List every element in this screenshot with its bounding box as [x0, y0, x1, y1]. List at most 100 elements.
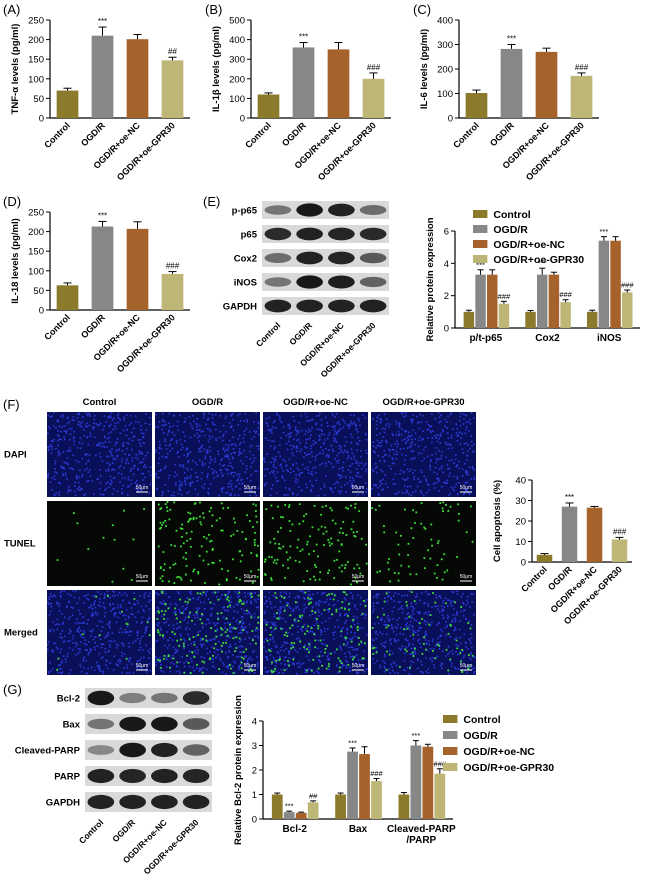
nucleus-dot — [333, 593, 336, 596]
nucleus-dot — [424, 446, 427, 448]
tunel-dot — [460, 669, 463, 672]
nucleus-dot — [285, 434, 288, 437]
nucleus-dot — [412, 450, 415, 452]
nucleus-dot — [444, 418, 446, 421]
nucleus-dot — [453, 638, 456, 641]
nucleus-dot — [75, 459, 78, 462]
nucleus-dot — [225, 492, 227, 494]
nucleus-dot — [215, 439, 218, 441]
tunel-dot — [407, 565, 410, 568]
nucleus-dot — [59, 452, 61, 455]
nucleus-dot — [395, 634, 398, 636]
tunel-dot — [306, 570, 309, 572]
nucleus-dot — [168, 474, 171, 477]
nucleus-dot — [288, 423, 290, 426]
nucleus-dot — [231, 425, 233, 427]
tunel-dot — [192, 518, 195, 521]
tunel-dot — [185, 532, 188, 535]
nucleus-dot — [132, 435, 134, 438]
nucleus-dot — [79, 622, 81, 625]
y-tick-label: 200 — [28, 35, 44, 46]
nucleus-dot — [201, 461, 204, 464]
nucleus-dot — [123, 667, 125, 669]
nucleus-dot — [363, 664, 365, 667]
nucleus-dot — [156, 639, 159, 642]
nucleus-dot — [276, 471, 279, 473]
nucleus-dot — [254, 492, 256, 495]
blot-band — [296, 251, 323, 265]
nucleus-dot — [389, 639, 391, 642]
nucleus-dot — [225, 415, 228, 418]
nucleus-dot — [87, 653, 90, 656]
nucleus-dot — [51, 489, 54, 491]
nucleus-dot — [214, 457, 216, 460]
nucleus-dot — [243, 430, 246, 432]
tunel-dot — [95, 595, 98, 598]
nucleus-dot — [63, 425, 66, 427]
nucleus-dot — [429, 464, 431, 467]
nucleus-dot — [229, 622, 232, 625]
nucleus-dot — [273, 473, 276, 476]
nucleus-dot — [186, 603, 188, 606]
nucleus-dot — [395, 457, 398, 460]
significance-label: *** — [538, 259, 547, 268]
tunel-dot — [235, 647, 238, 649]
nucleus-dot — [90, 604, 93, 606]
nucleus-dot — [232, 429, 235, 432]
nucleus-dot — [377, 454, 380, 457]
nucleus-dot — [171, 431, 174, 434]
nucleus-dot — [349, 465, 351, 467]
nucleus-dot — [283, 641, 286, 644]
nucleus-dot — [223, 433, 225, 436]
nucleus-dot — [214, 460, 216, 463]
nucleus-dot — [98, 620, 101, 622]
tunel-dot — [290, 642, 293, 644]
nucleus-dot — [275, 456, 277, 458]
nucleus-dot — [149, 474, 152, 477]
nucleus-dot — [314, 456, 317, 458]
nucleus-dot — [463, 633, 466, 636]
nucleus-dot — [118, 418, 121, 420]
nucleus-dot — [224, 467, 227, 470]
nucleus-dot — [373, 596, 375, 598]
blot-band — [119, 692, 146, 704]
tunel-dot — [271, 671, 274, 674]
nucleus-dot — [431, 657, 433, 659]
nucleus-dot — [170, 662, 173, 664]
nucleus-dot — [450, 486, 453, 489]
nucleus-dot — [164, 440, 166, 443]
nucleus-dot — [251, 462, 253, 464]
nucleus-dot — [250, 474, 253, 476]
nucleus-dot — [77, 481, 80, 484]
tunel-dot — [354, 503, 357, 505]
nucleus-dot — [113, 615, 116, 617]
nucleus-dot — [68, 628, 71, 631]
nucleus-dot — [185, 467, 188, 470]
nucleus-dot — [347, 427, 350, 429]
tunel-dot — [444, 602, 447, 605]
tunel-dot — [274, 592, 277, 595]
nucleus-dot — [417, 421, 420, 423]
nucleus-dot — [469, 485, 472, 487]
tunel-dot — [423, 526, 426, 529]
nucleus-dot — [225, 448, 228, 451]
nucleus-dot — [111, 632, 114, 634]
nucleus-dot — [183, 619, 186, 621]
nucleus-dot — [87, 593, 89, 596]
nucleus-dot — [189, 650, 191, 653]
nucleus-dot — [418, 599, 421, 602]
tunel-dot — [383, 525, 385, 527]
tunel-dot — [447, 632, 450, 635]
nucleus-dot — [299, 617, 302, 619]
nucleus-dot — [394, 592, 396, 594]
nucleus-dot — [412, 612, 415, 615]
nucleus-dot — [296, 601, 299, 604]
nucleus-dot — [105, 421, 107, 423]
nucleus-dot — [323, 483, 325, 486]
tunel-dot — [319, 639, 322, 642]
nucleus-dot — [446, 463, 449, 466]
nucleus-dot — [318, 428, 321, 431]
nucleus-dot — [337, 430, 340, 433]
tunel-dot — [383, 531, 386, 534]
